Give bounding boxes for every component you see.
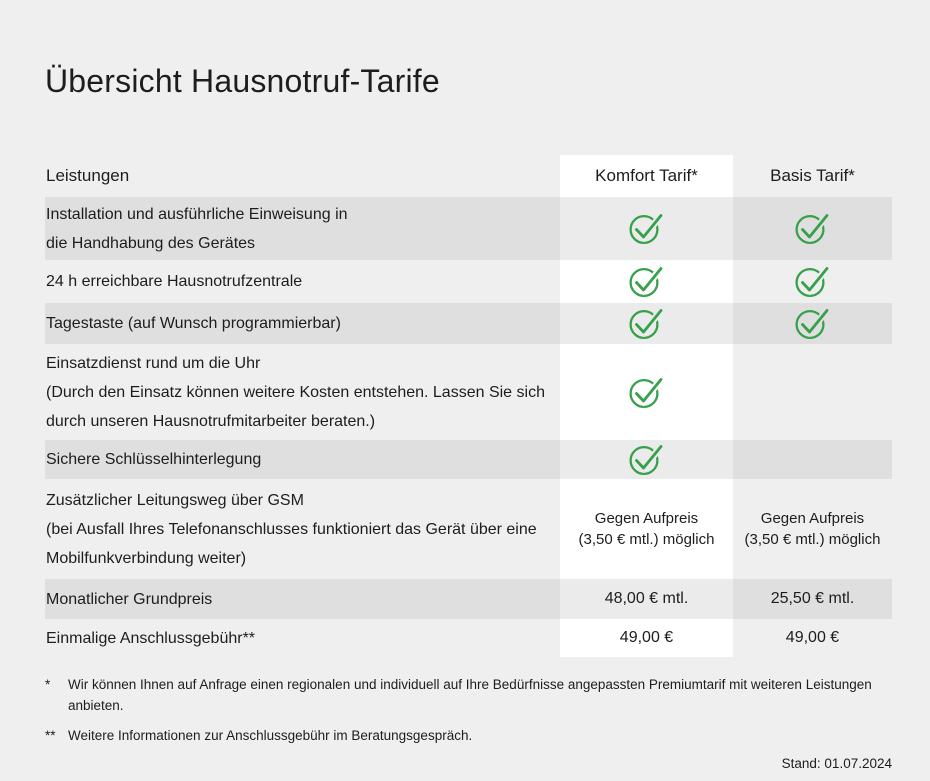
row-label: Tagestaste (auf Wunsch programmierbar) (45, 303, 560, 344)
footnote-anschlussgebuehr: ** Weitere Informationen zur Anschlussge… (45, 725, 892, 746)
footnote-premium-tarif: * Wir können Ihnen auf Anfrage einen reg… (45, 674, 892, 716)
komfort-price: 48,00 € mtl. (604, 590, 689, 607)
row-label: 24 h erreichbare Hausnotrufzentrale (46, 273, 303, 290)
basis-cell: Gegen Aufpreis (3,50 € mtl.) möglich (744, 510, 881, 548)
footnote-marker: * (45, 677, 51, 692)
tariff-table: Leistungen Komfort Tarif* Basis Tarif* I… (45, 155, 892, 657)
check-icon (795, 266, 830, 298)
row-label: Monatlicher Grundpreis (45, 579, 560, 619)
table-row: Monatlicher Grundpreis 48,00 € mtl. 25,5… (45, 579, 892, 619)
header-leistungen: Leistungen (46, 166, 130, 185)
table-row: 24 h erreichbare Hausnotrufzentrale (45, 260, 892, 303)
basis-cell (733, 303, 892, 344)
table-row: Zusätzlicher Leitungsweg über GSM (bei A… (45, 479, 892, 579)
header-basis-tarif: Basis Tarif* (770, 166, 855, 185)
check-icon (629, 376, 664, 408)
table-row: Einsatzdienst rund um die Uhr (Durch den… (45, 344, 892, 440)
row-label: Einsatzdienst rund um die Uhr (Durch den… (46, 354, 545, 430)
basis-cell: 49,00 € (733, 619, 892, 657)
komfort-cell (560, 260, 733, 303)
footnotes: * Wir können Ihnen auf Anfrage einen reg… (45, 674, 892, 746)
check-icon (629, 266, 664, 298)
row-label: Zusätzlicher Leitungsweg über GSM (bei A… (46, 491, 537, 567)
komfort-price: 49,00 € (619, 629, 674, 646)
komfort-cell: 48,00 € mtl. (560, 579, 733, 619)
check-icon (629, 213, 664, 245)
table-row: Tagestaste (auf Wunsch programmierbar) (45, 303, 892, 344)
check-icon (629, 308, 664, 340)
table-row: Einmalige Anschlussgebühr** 49,00 € 49,0… (45, 619, 892, 657)
check-icon (795, 213, 830, 245)
header-komfort-tarif: Komfort Tarif* (560, 155, 733, 197)
footnote-text: Wir können Ihnen auf Anfrage einen regio… (68, 677, 872, 713)
komfort-cell: Gegen Aufpreis (3,50 € mtl.) möglich (560, 479, 733, 579)
row-label: Installation und ausführliche Einweisung… (45, 197, 560, 260)
basis-cell: 25,50 € mtl. (733, 579, 892, 619)
basis-cell (733, 344, 892, 440)
basis-cell (733, 260, 892, 303)
basis-cell (733, 440, 892, 479)
komfort-cell (560, 440, 733, 479)
check-icon (795, 308, 830, 340)
row-label: Einmalige Anschlussgebühr** (46, 629, 256, 647)
footnote-marker: ** (45, 728, 56, 743)
check-icon (629, 444, 664, 476)
basis-cell (733, 197, 892, 260)
komfort-cell: 49,00 € (560, 619, 733, 657)
footnote-text: Weitere Informationen zur Anschlussgebüh… (68, 728, 473, 743)
komfort-cell (560, 303, 733, 344)
page-title: Übersicht Hausnotruf-Tarife (45, 63, 440, 99)
date-stamp: Stand: 01.07.2024 (781, 756, 892, 771)
table-header-row: Leistungen Komfort Tarif* Basis Tarif* (45, 155, 892, 197)
table-row: Sichere Schlüsselhinterlegung (45, 440, 892, 479)
table-row: Installation und ausführliche Einweisung… (45, 197, 892, 260)
basis-price: 49,00 € (785, 629, 840, 646)
basis-price: 25,50 € mtl. (770, 590, 855, 607)
komfort-cell (560, 197, 733, 260)
row-label: Sichere Schlüsselhinterlegung (45, 440, 560, 479)
komfort-cell (560, 344, 733, 440)
